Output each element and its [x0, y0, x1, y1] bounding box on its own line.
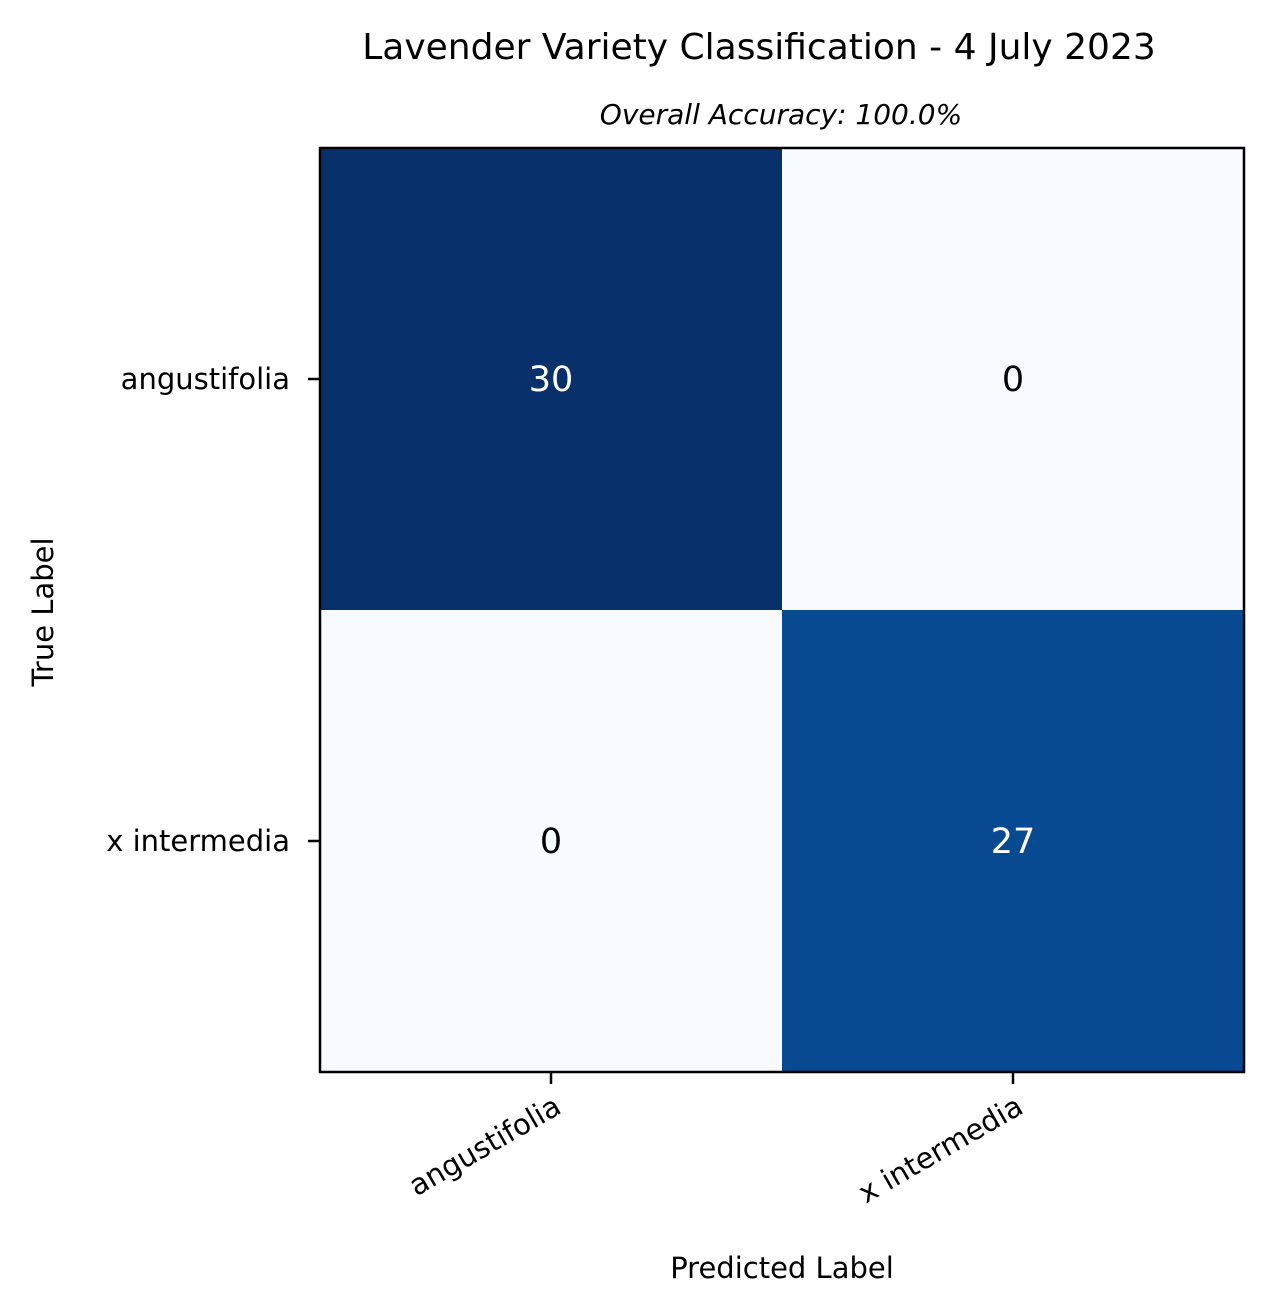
cell-value-label: 27 [991, 822, 1036, 862]
chart-subtitle: Overall Accuracy: 100.0% [600, 98, 962, 131]
cell-value-label: 30 [529, 360, 574, 400]
plot-frame [318, 146, 1246, 1074]
y-tick-label: x intermedia [106, 824, 290, 858]
x-tick-label: angustifolia [403, 1089, 567, 1203]
heatmap-cell [320, 148, 782, 610]
cell-value-label: 0 [1002, 360, 1024, 400]
heatmap-cell [782, 610, 1244, 1072]
heatmap-cell [320, 610, 782, 1072]
x-axis: angustifolia x intermedia [403, 1072, 1029, 1210]
x-axis-title: Predicted Label [670, 1251, 894, 1285]
y-axis-title: True Label [26, 537, 60, 687]
cell-value-label: 0 [540, 822, 562, 862]
heatmap-cells [320, 148, 1244, 1072]
y-tick-label: angustifolia [121, 362, 290, 396]
x-tick-label: x intermedia [852, 1089, 1028, 1210]
chart-title: Lavender Variety Classification - 4 July… [362, 27, 1156, 68]
y-axis: angustifolia x intermedia [106, 362, 320, 858]
heatmap-cell [782, 148, 1244, 610]
cell-value-labels: 30 0 0 27 [529, 360, 1036, 862]
